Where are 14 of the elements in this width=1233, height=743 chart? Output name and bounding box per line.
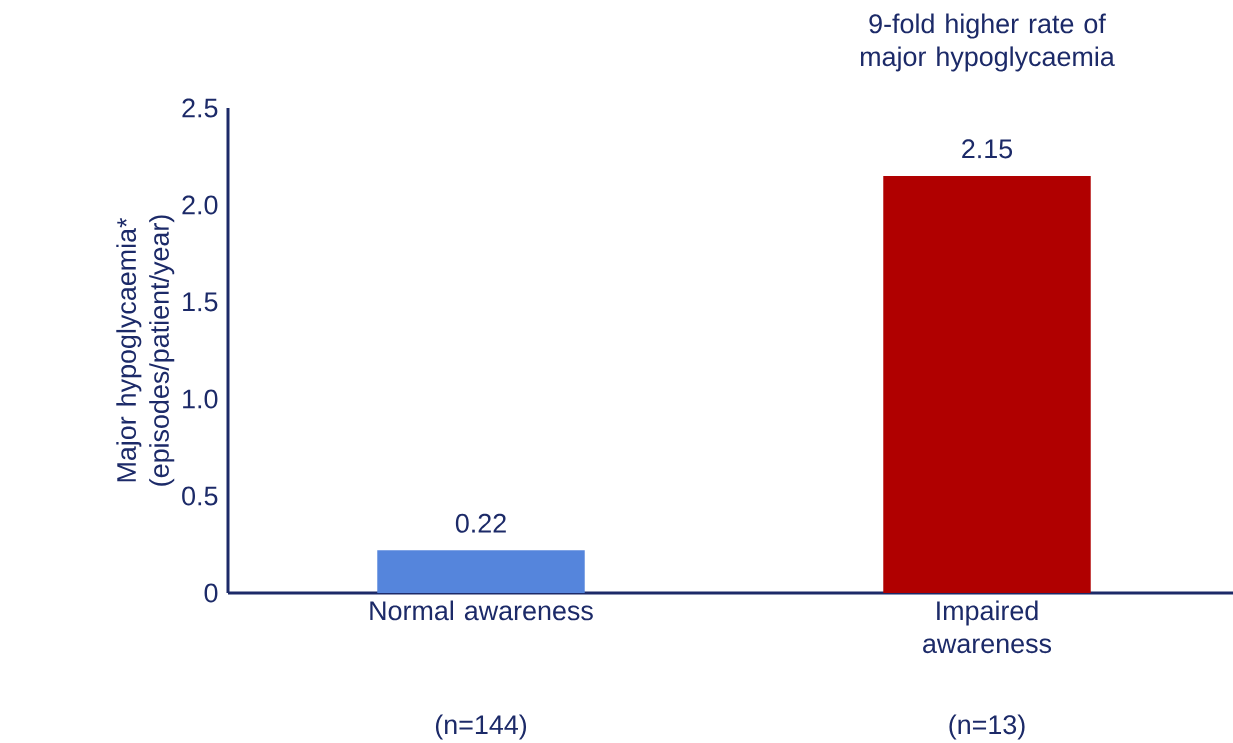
text: (n=13) (949, 714, 1025, 740)
data-label: 2.15 (962, 139, 1013, 159)
y-tick-label: 1.5 (183, 292, 218, 312)
y-axis-title: Major hypoglycaemia* (episodes/patient/year) (116, 215, 175, 486)
y-tick-label: 2.5 (182, 98, 218, 118)
text: (n=144) (435, 714, 527, 740)
y-tick-label: 1.0 (183, 389, 218, 409)
x-tick-label: Impaired awareness (923, 600, 1052, 654)
x-tick-label: Normal awareness (370, 600, 593, 621)
y-tick-label: 0 (204, 583, 218, 603)
y-tick-label: 0.5 (182, 486, 218, 506)
text: 9-fold higher rate of major hypoglycaemia (860, 13, 1115, 72)
data-label: 0.22 (455, 513, 506, 533)
y-tick-label: 2.0 (182, 195, 218, 215)
